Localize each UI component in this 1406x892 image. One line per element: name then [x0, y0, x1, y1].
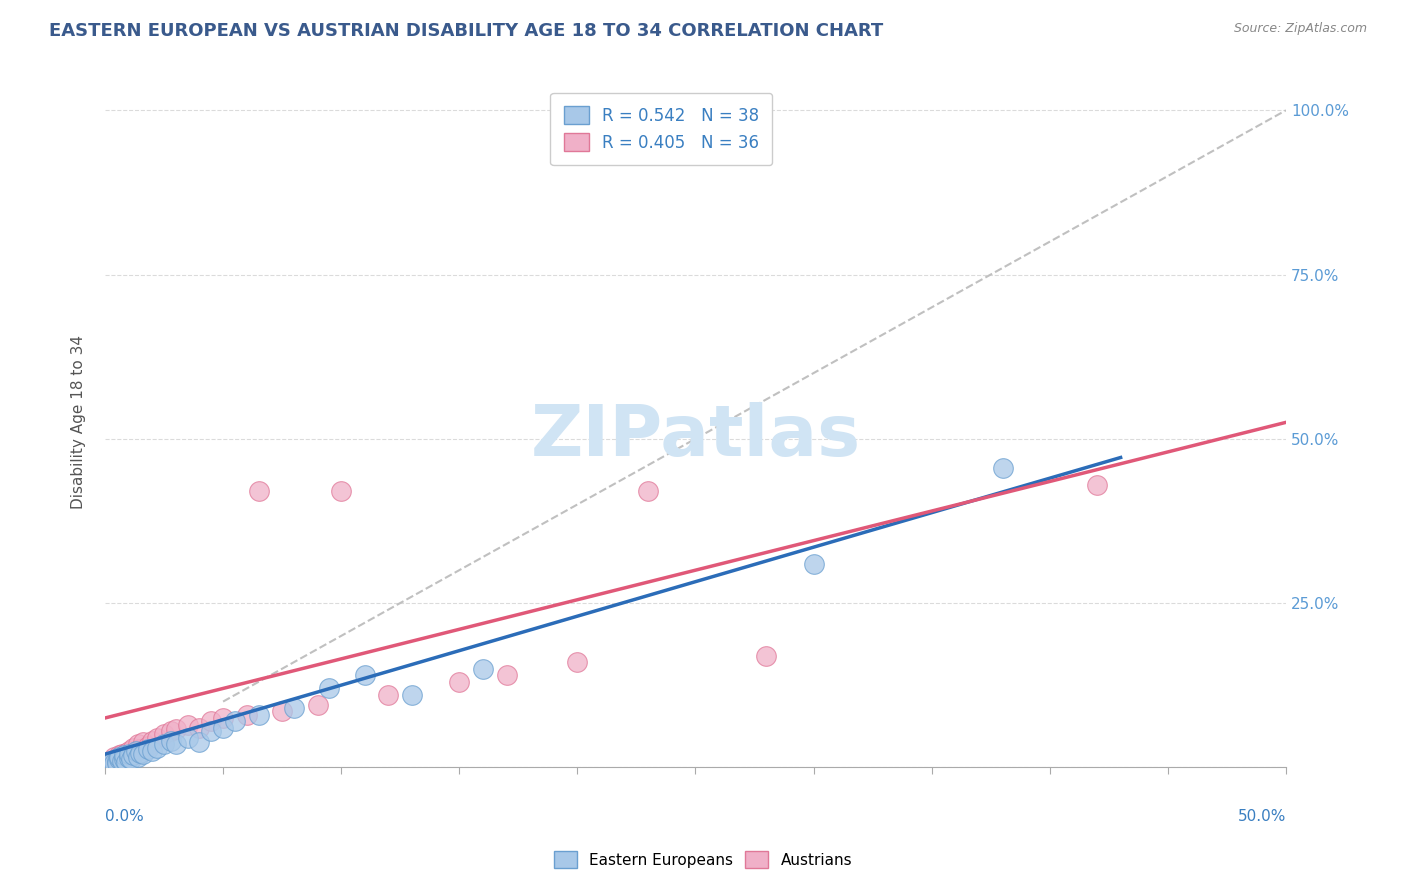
- Point: [471, 662, 494, 676]
- Point: [103, 756, 125, 771]
- Legend: R = 0.542   N = 38, R = 0.405   N = 36: R = 0.542 N = 38, R = 0.405 N = 36: [550, 93, 772, 165]
- Point: [146, 740, 169, 755]
- Text: Source: ZipAtlas.com: Source: ZipAtlas.com: [1233, 22, 1367, 36]
- Point: [127, 737, 149, 751]
- Point: [200, 714, 222, 729]
- Point: [132, 747, 155, 761]
- Point: [141, 744, 163, 758]
- Point: [103, 750, 125, 764]
- Point: [117, 744, 139, 758]
- Y-axis label: Disability Age 18 to 34: Disability Age 18 to 34: [72, 335, 86, 509]
- Point: [188, 721, 211, 735]
- Point: [101, 755, 124, 769]
- Point: [115, 755, 138, 769]
- Point: [112, 752, 135, 766]
- Point: [991, 461, 1014, 475]
- Point: [105, 756, 128, 770]
- Point: [176, 717, 198, 731]
- Point: [120, 748, 142, 763]
- Point: [115, 746, 138, 760]
- Point: [110, 747, 132, 761]
- Point: [108, 750, 131, 764]
- Point: [307, 698, 329, 712]
- Point: [153, 727, 176, 741]
- Point: [1085, 477, 1108, 491]
- Point: [105, 752, 128, 766]
- Point: [117, 747, 139, 761]
- Text: 50.0%: 50.0%: [1237, 809, 1286, 823]
- Point: [449, 674, 471, 689]
- Point: [129, 742, 152, 756]
- Point: [567, 655, 589, 669]
- Point: [318, 681, 340, 696]
- Point: [353, 668, 375, 682]
- Point: [146, 731, 169, 745]
- Point: [247, 707, 270, 722]
- Point: [224, 714, 246, 729]
- Point: [377, 688, 399, 702]
- Point: [188, 735, 211, 749]
- Point: [803, 557, 825, 571]
- Point: [122, 748, 145, 763]
- Point: [117, 751, 139, 765]
- Point: [125, 744, 148, 758]
- Point: [129, 746, 152, 760]
- Point: [98, 755, 121, 769]
- Point: [271, 705, 294, 719]
- Point: [112, 748, 135, 763]
- Point: [165, 737, 187, 751]
- Point: [127, 750, 149, 764]
- Point: [495, 668, 517, 682]
- Point: [283, 701, 305, 715]
- Text: 0.0%: 0.0%: [105, 809, 143, 823]
- Point: [247, 484, 270, 499]
- Point: [141, 734, 163, 748]
- Point: [200, 724, 222, 739]
- Point: [122, 740, 145, 755]
- Point: [401, 688, 423, 702]
- Point: [212, 711, 235, 725]
- Point: [235, 707, 257, 722]
- Point: [165, 722, 187, 736]
- Point: [105, 754, 128, 768]
- Point: [108, 752, 131, 766]
- Point: [755, 648, 778, 663]
- Text: EASTERN EUROPEAN VS AUSTRIAN DISABILITY AGE 18 TO 34 CORRELATION CHART: EASTERN EUROPEAN VS AUSTRIAN DISABILITY …: [49, 22, 883, 40]
- Point: [330, 484, 353, 499]
- Point: [108, 748, 131, 763]
- Text: ZIPatlas: ZIPatlas: [530, 401, 860, 471]
- Point: [132, 735, 155, 749]
- Point: [136, 742, 159, 756]
- Point: [125, 744, 148, 758]
- Point: [112, 750, 135, 764]
- Point: [110, 754, 132, 768]
- Legend: Eastern Europeans, Austrians: Eastern Europeans, Austrians: [547, 844, 859, 875]
- Point: [160, 724, 183, 739]
- Point: [176, 731, 198, 745]
- Point: [120, 752, 142, 766]
- Point: [98, 756, 121, 771]
- Point: [153, 737, 176, 751]
- Point: [212, 721, 235, 735]
- Point: [160, 734, 183, 748]
- Point: [637, 484, 659, 499]
- Point: [136, 739, 159, 754]
